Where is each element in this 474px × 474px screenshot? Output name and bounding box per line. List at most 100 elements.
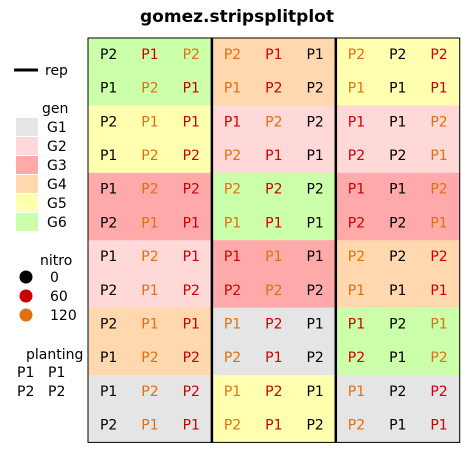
- plot-cell: [377, 38, 419, 73]
- cell-planting-label: P1: [265, 249, 282, 265]
- plot-cell: [418, 240, 461, 275]
- plot-cell: [170, 408, 213, 443]
- cell-planting-label: P2: [348, 418, 365, 434]
- cell-planting-label: P1: [265, 148, 282, 164]
- plot-cell: [88, 71, 130, 106]
- cell-planting-label: P1: [306, 47, 323, 63]
- plot-cell: [170, 172, 213, 207]
- legend-gen-label: G1: [47, 120, 67, 136]
- plot-cell: [211, 105, 254, 140]
- plot-cell: [294, 105, 337, 140]
- cell-planting-label: P2: [389, 215, 406, 231]
- plot-cell: [170, 341, 213, 376]
- plot-cell: [335, 273, 378, 309]
- cell-planting-label: P2: [265, 114, 282, 130]
- plot-cell: [88, 240, 130, 275]
- plot-cell: [294, 139, 337, 174]
- plot-cell: [418, 206, 461, 241]
- plot-cell: [377, 105, 419, 140]
- cell-planting-label: P2: [141, 350, 158, 366]
- plot-cell: [294, 307, 337, 342]
- cell-planting-label: P1: [100, 182, 117, 198]
- plot-cell: [129, 240, 172, 275]
- cell-planting-label: P2: [430, 47, 447, 63]
- plot-cell: [88, 172, 130, 207]
- cell-planting-label: P2: [100, 114, 117, 130]
- plot-cell: [377, 408, 419, 443]
- plot-cell: [170, 273, 213, 309]
- cell-planting-label: P2: [100, 418, 117, 434]
- cell-planting-label: P2: [430, 384, 447, 400]
- cell-planting-label: P1: [348, 81, 365, 97]
- cell-planting-label: P1: [389, 283, 406, 299]
- cell-planting-label: P1: [100, 384, 117, 400]
- cell-planting-label: P2: [430, 114, 447, 130]
- plot-cell: [418, 341, 461, 376]
- plot-cell: [88, 341, 130, 376]
- cell-planting-label: P2: [389, 148, 406, 164]
- cell-planting-label: P1: [224, 114, 241, 130]
- cell-planting-label: P1: [306, 316, 323, 332]
- legend-gen-label: G4: [47, 177, 67, 193]
- cell-planting-label: P2: [224, 47, 241, 63]
- cell-planting-label: P1: [100, 249, 117, 265]
- plot-cell: [377, 375, 419, 410]
- cell-planting-label: P1: [183, 215, 200, 231]
- cell-planting-label: P2: [141, 81, 158, 97]
- cell-planting-label: P2: [306, 350, 323, 366]
- plot-cell: [129, 206, 172, 241]
- plot-cell: [418, 408, 461, 443]
- plot-cell: [88, 375, 130, 410]
- cell-planting-label: P2: [224, 283, 241, 299]
- plot-cell: [335, 307, 378, 342]
- cell-planting-label: P2: [141, 384, 158, 400]
- cell-planting-label: P1: [100, 350, 117, 366]
- legend-gen-swatch: [16, 156, 38, 174]
- cell-planting-label: P2: [389, 47, 406, 63]
- plot-cell: [129, 307, 172, 342]
- plot-cell: [253, 71, 295, 106]
- cell-planting-label: P1: [183, 249, 200, 265]
- cell-planting-label: P1: [430, 316, 447, 332]
- plot-cell: [253, 139, 295, 174]
- plot-cell: [211, 273, 254, 309]
- cell-planting-label: P1: [306, 148, 323, 164]
- plot-cell: [211, 38, 254, 73]
- cell-planting-label: P2: [306, 81, 323, 97]
- cell-planting-label: P1: [430, 81, 447, 97]
- cell-planting-label: P1: [100, 148, 117, 164]
- plot-cell: [88, 273, 130, 309]
- cell-planting-label: P2: [430, 350, 447, 366]
- cell-planting-label: P2: [265, 182, 282, 198]
- plot-cell: [418, 71, 461, 106]
- cell-labels: P2 P1 P2 P2 P1 P1 P2 P2 P2 P1 P2 P1 P1 P2 P2 P1 P1 P1 P2 P1…: [100, 47, 448, 434]
- legend-gen-swatch: [16, 175, 38, 193]
- cell-planting-label: P1: [389, 350, 406, 366]
- plot-cell: [418, 172, 461, 207]
- plot-cell: [170, 240, 213, 275]
- plot-cell: [129, 408, 172, 443]
- legend-gen-swatch: [16, 118, 38, 136]
- plot-cell: [377, 273, 419, 309]
- legend-nitro-label: 120: [50, 308, 77, 324]
- cell-planting-label: P2: [100, 47, 117, 63]
- cell-planting-label: P2: [265, 384, 282, 400]
- cell-planting-label: P1: [306, 215, 323, 231]
- plot-cell: [335, 139, 378, 174]
- legend-planting: planting P1 P1 P2 P2: [17, 347, 83, 400]
- cell-planting-label: P2: [430, 182, 447, 198]
- plot-cell: [211, 139, 254, 174]
- cell-planting-label: P1: [265, 418, 282, 434]
- cell-planting-label: P2: [141, 249, 158, 265]
- legend-nitro-dot: [19, 289, 33, 303]
- cell-planting-label: P2: [224, 182, 241, 198]
- cell-planting-label: P1: [265, 350, 282, 366]
- plot-cell: [211, 240, 254, 275]
- cell-planting-label: P1: [141, 316, 158, 332]
- cell-planting-label: P1: [306, 384, 323, 400]
- cell-planting-label: P2: [224, 350, 241, 366]
- legend-nitro: nitro 0 60 120: [19, 253, 77, 324]
- plot-cell: [418, 139, 461, 174]
- cell-planting-label: P2: [306, 418, 323, 434]
- cell-planting-label: P2: [183, 350, 200, 366]
